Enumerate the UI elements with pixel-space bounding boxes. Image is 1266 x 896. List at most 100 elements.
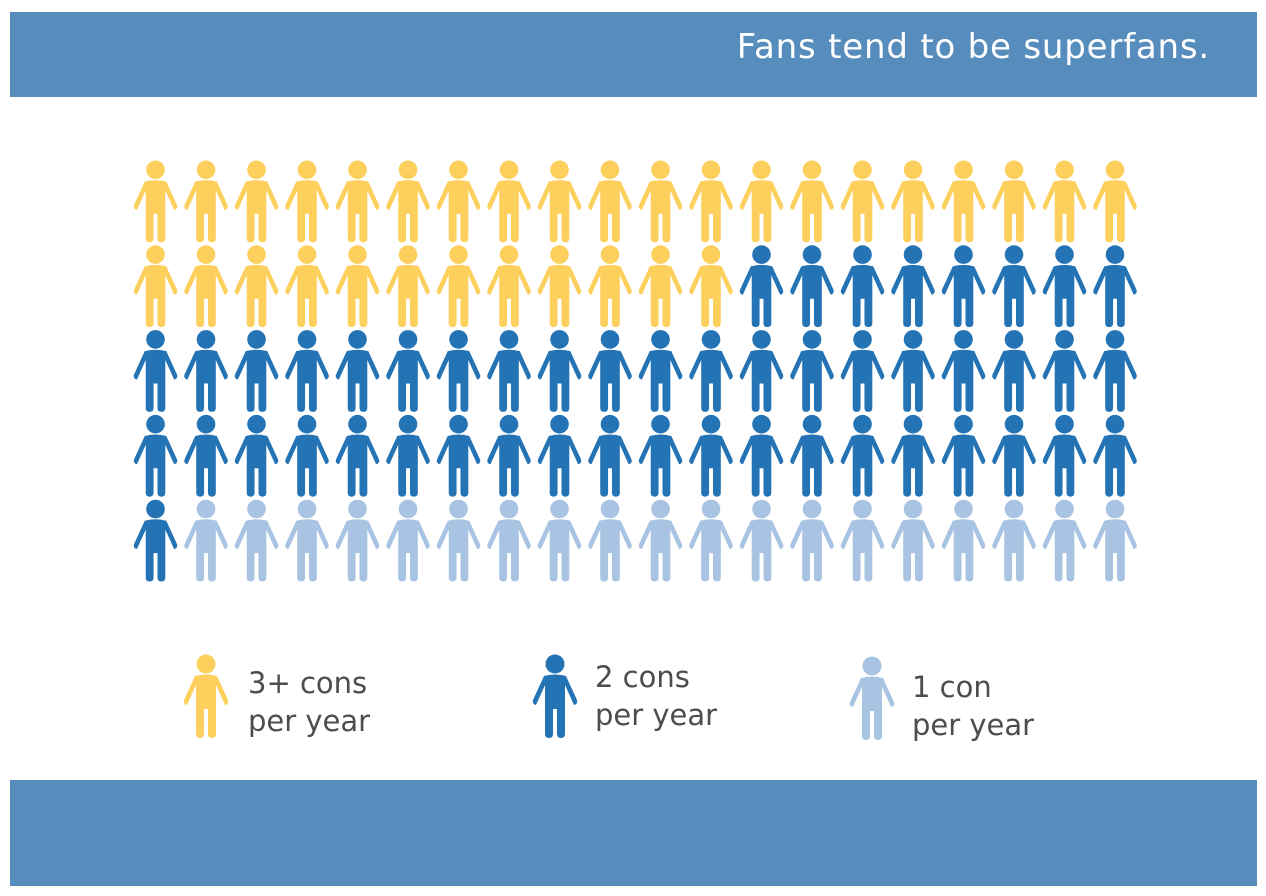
person-icon <box>537 245 582 328</box>
person-icon <box>790 414 834 497</box>
person-icon <box>1042 414 1087 497</box>
person-icon <box>285 414 329 497</box>
person-icon <box>588 499 632 582</box>
person-icon <box>689 414 733 497</box>
person-icon <box>638 245 683 328</box>
person-icon <box>992 414 1036 497</box>
person-icon <box>133 330 178 412</box>
person-icon <box>1093 330 1137 412</box>
person-icon <box>941 160 986 243</box>
person-icon <box>840 414 885 497</box>
person-icon <box>335 245 380 328</box>
person-icon <box>285 330 329 412</box>
person-icon <box>537 160 582 243</box>
legend-label-line2: per year <box>912 708 1035 742</box>
person-icon <box>588 414 632 497</box>
person-icon <box>739 499 784 582</box>
person-icon <box>133 160 178 243</box>
person-icon <box>891 330 935 412</box>
person-icon <box>133 499 178 582</box>
legend-label-line2: per year <box>595 698 718 732</box>
person-icon <box>638 330 683 412</box>
person-icon <box>941 414 986 497</box>
person-icon <box>184 499 228 582</box>
person-icon <box>1093 160 1137 243</box>
person-icon <box>840 160 885 243</box>
person-icon <box>941 330 986 412</box>
person-icon <box>1093 414 1137 497</box>
person-icon <box>487 330 531 412</box>
person-icon <box>537 414 582 497</box>
person-icon <box>992 160 1036 243</box>
person-icon <box>487 245 531 328</box>
person-icon <box>1093 245 1137 328</box>
person-icon <box>689 499 733 582</box>
person-icon <box>436 414 481 497</box>
person-icon <box>133 245 178 328</box>
legend-label-line1: 3+ cons <box>248 666 368 700</box>
person-icon <box>891 499 935 582</box>
person-icon <box>588 330 632 412</box>
person-icon <box>739 330 784 412</box>
person-icon <box>638 160 683 243</box>
person-icon <box>436 330 481 412</box>
person-icon <box>487 160 531 243</box>
person-icon <box>386 499 430 582</box>
person-icon <box>941 499 986 582</box>
person-icon <box>588 245 632 328</box>
person-icon <box>184 245 228 328</box>
person-icon <box>234 330 279 412</box>
person-icon <box>335 499 380 582</box>
person-icon <box>790 160 834 243</box>
person-icon <box>638 499 683 582</box>
person-icon <box>537 499 582 582</box>
person-icon <box>335 330 380 412</box>
person-icon <box>436 245 481 328</box>
person-icon <box>285 245 329 328</box>
person-icon <box>849 656 895 740</box>
footer-band <box>10 780 1257 886</box>
person-icon <box>183 654 229 738</box>
person-icon <box>891 245 935 328</box>
person-icon <box>891 160 935 243</box>
person-icon <box>386 330 430 412</box>
person-icon <box>739 414 784 497</box>
person-icon <box>335 414 380 497</box>
person-icon <box>790 330 834 412</box>
person-icon <box>1042 499 1087 582</box>
person-icon <box>234 499 279 582</box>
person-icon <box>184 330 228 412</box>
person-icon <box>638 414 683 497</box>
header-band <box>10 12 1257 97</box>
person-icon <box>689 245 733 328</box>
person-icon <box>184 414 228 497</box>
person-icon <box>285 160 329 243</box>
person-icon <box>335 160 380 243</box>
person-icon <box>234 414 279 497</box>
person-icon <box>285 499 329 582</box>
person-icon <box>487 414 531 497</box>
person-icon <box>386 414 430 497</box>
person-icon <box>891 414 935 497</box>
legend-label-line2: per year <box>248 704 371 738</box>
person-icon <box>436 160 481 243</box>
person-icon <box>840 245 885 328</box>
person-icon <box>487 499 531 582</box>
person-icon <box>1042 160 1087 243</box>
person-icon <box>689 330 733 412</box>
person-icon <box>537 330 582 412</box>
person-icon <box>992 245 1036 328</box>
person-icon <box>386 245 430 328</box>
person-icon <box>992 330 1036 412</box>
person-icon <box>386 160 430 243</box>
person-icon <box>436 499 481 582</box>
page-title: Fans tend to be superfans. <box>736 27 1210 67</box>
person-icon <box>840 499 885 582</box>
person-icon <box>234 160 279 243</box>
person-icon <box>840 330 885 412</box>
person-icon <box>941 245 986 328</box>
person-icon <box>184 160 228 243</box>
person-icon <box>588 160 632 243</box>
person-icon <box>739 160 784 243</box>
